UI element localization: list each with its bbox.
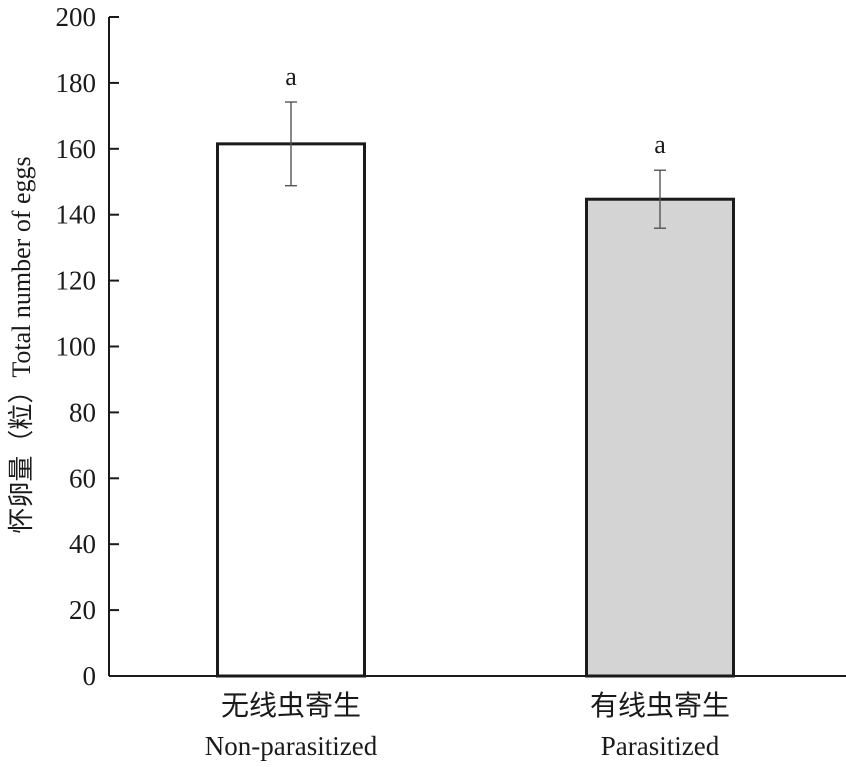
y-tick-label: 100: [56, 332, 97, 362]
y-tick-label: 60: [69, 463, 96, 493]
y-tick-label: 40: [69, 529, 96, 559]
error-bar: [285, 101, 297, 187]
bars: [216, 142, 735, 678]
y-tick-label: 140: [56, 200, 97, 230]
category-label-cn: 有线虫寄生: [590, 689, 730, 722]
category-label-en: Parasitized: [601, 731, 720, 761]
y-tick-label: 80: [69, 397, 96, 427]
error-bars: [285, 101, 666, 229]
bar: [216, 142, 366, 678]
y-axis-label: 怀卵量（粒）Total number of eggs: [7, 156, 36, 533]
significance-label: a: [654, 130, 666, 159]
error-bar: [654, 169, 666, 229]
y-tick-label: 180: [56, 68, 97, 98]
y-tick-label: 120: [56, 266, 97, 296]
y-tick-label: 20: [69, 595, 96, 625]
y-tick-label: 0: [83, 661, 97, 691]
bar: [585, 197, 735, 678]
significance-labels: aa: [285, 62, 666, 159]
category-label-cn: 无线虫寄生: [221, 689, 361, 722]
y-tick-label: 200: [56, 2, 97, 32]
y-tick-label: 160: [56, 134, 97, 164]
significance-label: a: [285, 62, 297, 91]
y-axis-ticks: 0 20 40 60 80 100 120 140 160 180 200: [56, 2, 119, 691]
category-label-en: Non-parasitized: [205, 731, 378, 761]
x-axis-labels: 无线虫寄生 Non-parasitized 有线虫寄生 Parasitized: [205, 689, 730, 761]
